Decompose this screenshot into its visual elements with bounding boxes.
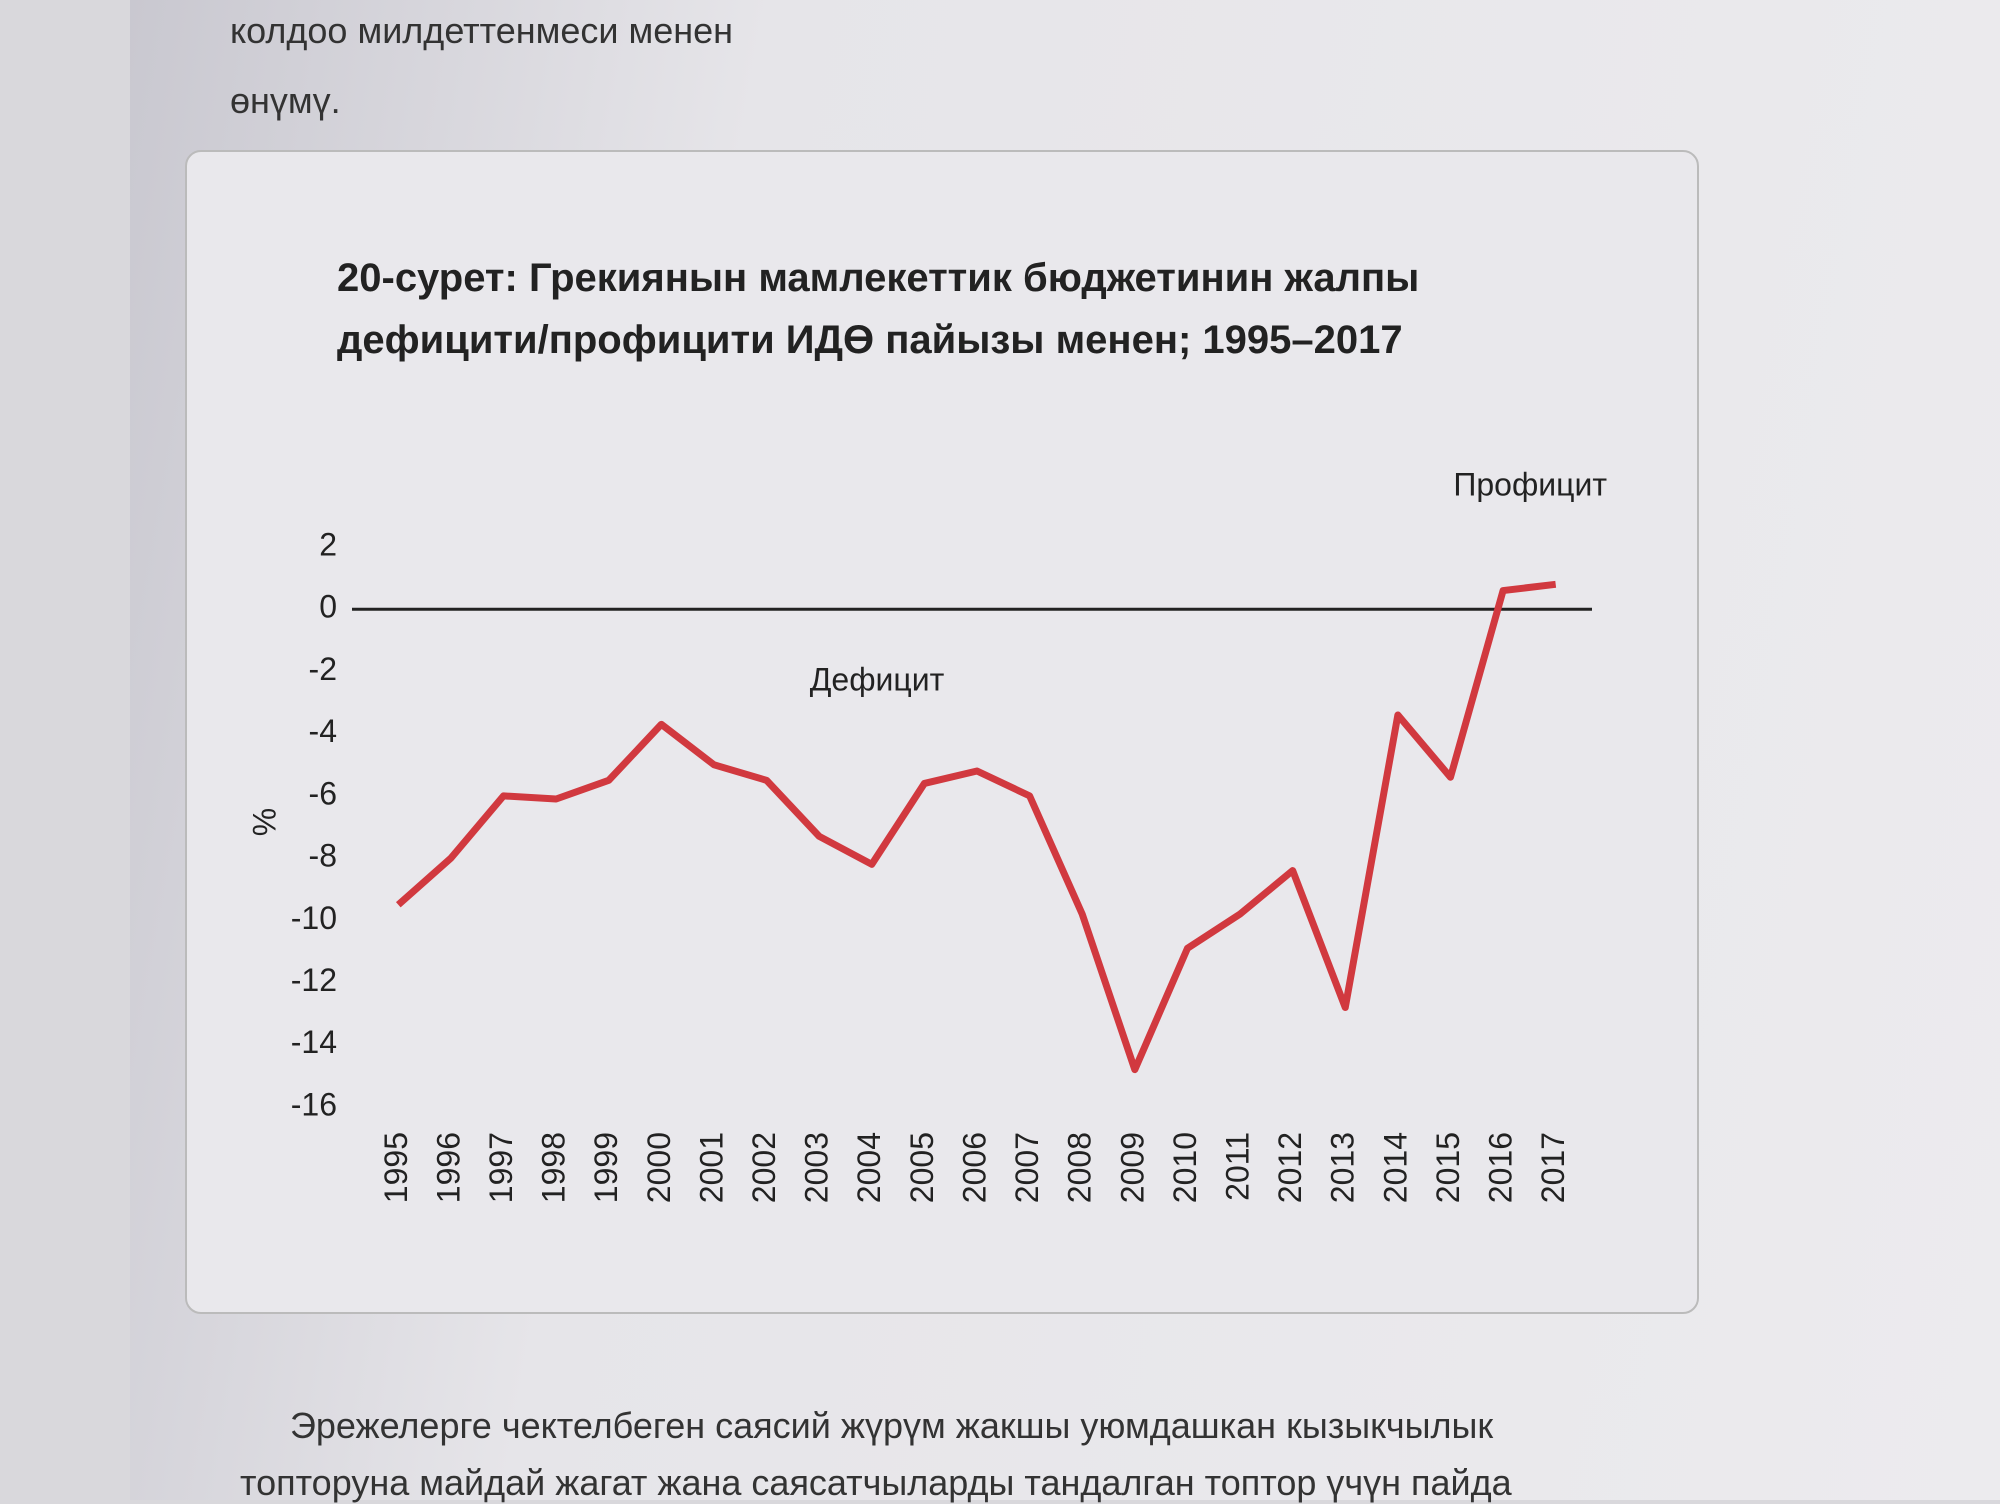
x-tick-label: 2000 — [641, 1132, 677, 1203]
x-tick-label: 2005 — [904, 1132, 940, 1203]
x-tick-label: 2002 — [746, 1132, 782, 1203]
x-tick-label: 2003 — [799, 1132, 835, 1203]
chart: 2 0 -2 -4 -6 -8 -10 -12 -14 -16% 1995 1996 1997 1998 1… — [246, 466, 1607, 1203]
x-tick-label: 2013 — [1325, 1132, 1361, 1203]
x-tick-label: 2012 — [1272, 1132, 1308, 1203]
x-tick-label: 2001 — [693, 1132, 729, 1203]
x-tick-label: 1995 — [378, 1132, 414, 1203]
annotation: Профицит — [1453, 466, 1607, 502]
x-tick-label: 2015 — [1430, 1132, 1466, 1203]
x-tick-label: 2010 — [1167, 1132, 1203, 1203]
x-tick-label: 2009 — [1114, 1132, 1150, 1203]
x-tick-label: 2011 — [1219, 1132, 1255, 1201]
x-tick-label: 2014 — [1377, 1132, 1413, 1203]
chart-title: 20-сурет: Грекиянын мамлекеттик бюджетин… — [337, 256, 1420, 362]
x-tick-label: 2008 — [1062, 1132, 1098, 1203]
x-tick-label: 1998 — [536, 1132, 572, 1203]
y-tick-label: -14 — [291, 1024, 337, 1060]
y-tick-label: -12 — [291, 962, 337, 998]
x-tick-label: 2016 — [1483, 1132, 1519, 1203]
y-tick-label: -16 — [291, 1086, 337, 1122]
y-tick-label: -4 — [309, 713, 337, 749]
data-line — [395, 580, 1557, 1074]
y-tick-label: -8 — [309, 838, 337, 874]
text-line: колдоо милдеттенмеси менен — [230, 10, 734, 51]
chart-box: 20-сурет: Грекиянын мамлекеттик бюджетин… — [185, 150, 1699, 1314]
annotation: Дефицит — [810, 661, 945, 697]
x-tick-label: 2004 — [851, 1132, 887, 1203]
text-line: Эрежелерге чектелбеген саясий жүрүм жакш… — [290, 1405, 1494, 1446]
text-line: топторуна майдай жагат жана саясатчылард… — [240, 1462, 1512, 1503]
y-tick-label: 0 — [319, 589, 337, 625]
x-tick-label: 2006 — [956, 1132, 992, 1203]
y-axis-label: % — [246, 808, 282, 836]
text-line: өнүмү. — [230, 80, 341, 121]
x-tick-label: 1997 — [483, 1132, 519, 1203]
y-tick-label: -10 — [291, 900, 337, 936]
y-tick-label: -6 — [309, 775, 337, 811]
x-tick-label: 1999 — [588, 1132, 624, 1203]
book-page: колдоо милдеттенмеси менен өнүмү. 20-сур… — [130, 0, 2000, 1503]
y-tick-label: -2 — [309, 651, 337, 687]
y-tick-label: 2 — [319, 526, 337, 562]
x-tick-label: 2007 — [1009, 1132, 1045, 1203]
x-tick-label: 1996 — [430, 1132, 466, 1203]
x-tick-label: 2017 — [1535, 1132, 1571, 1203]
